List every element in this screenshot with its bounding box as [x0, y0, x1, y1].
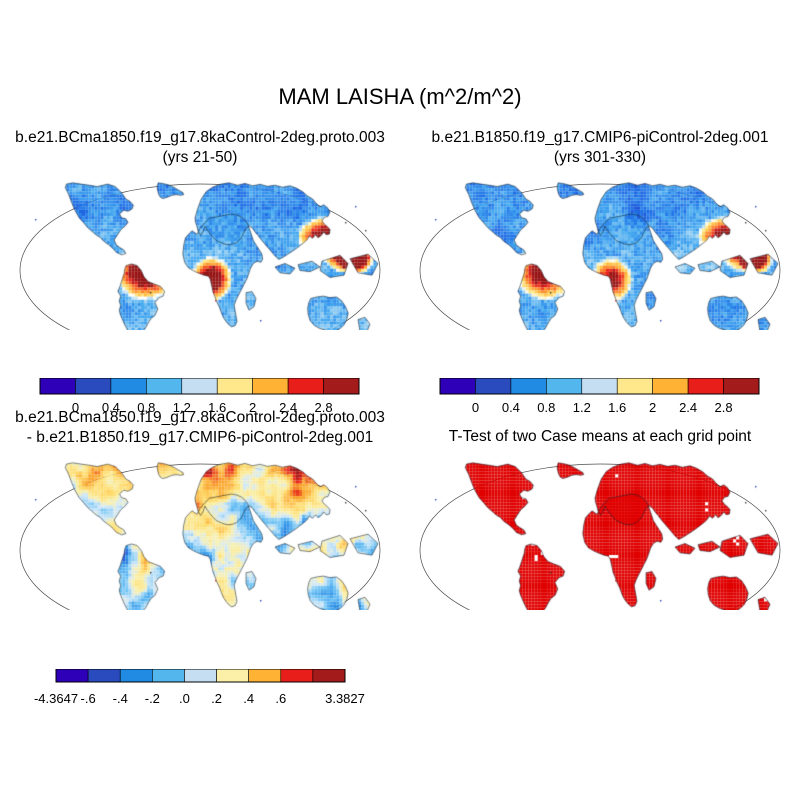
svg-text:.2: .2	[211, 691, 222, 706]
svg-text:1.2: 1.2	[573, 400, 591, 415]
svg-text:-4.3647: -4.3647	[34, 691, 78, 706]
svg-text:2.8: 2.8	[715, 400, 733, 415]
svg-text:2.4: 2.4	[679, 400, 697, 415]
svg-text:2.8: 2.8	[315, 400, 333, 415]
svg-text:2.4: 2.4	[279, 400, 297, 415]
svg-text:1.6: 1.6	[608, 400, 626, 415]
svg-text:0.4: 0.4	[102, 400, 120, 415]
svg-text:.6: .6	[275, 691, 286, 706]
svg-text:0.8: 0.8	[537, 400, 555, 415]
svg-text:0: 0	[72, 400, 79, 415]
svg-text:0.4: 0.4	[502, 400, 520, 415]
svg-text:.4: .4	[243, 691, 254, 706]
svg-text:.0: .0	[179, 691, 190, 706]
svg-text:-.4: -.4	[113, 691, 128, 706]
svg-text:-.2: -.2	[145, 691, 160, 706]
svg-text:3.3827: 3.3827	[325, 691, 365, 706]
svg-text:1.2: 1.2	[173, 400, 191, 415]
svg-text:0.8: 0.8	[137, 400, 155, 415]
svg-text:2: 2	[249, 400, 256, 415]
svg-text:-.6: -.6	[81, 691, 96, 706]
svg-text:0: 0	[472, 400, 479, 415]
svg-text:2: 2	[649, 400, 656, 415]
svg-text:1.6: 1.6	[208, 400, 226, 415]
